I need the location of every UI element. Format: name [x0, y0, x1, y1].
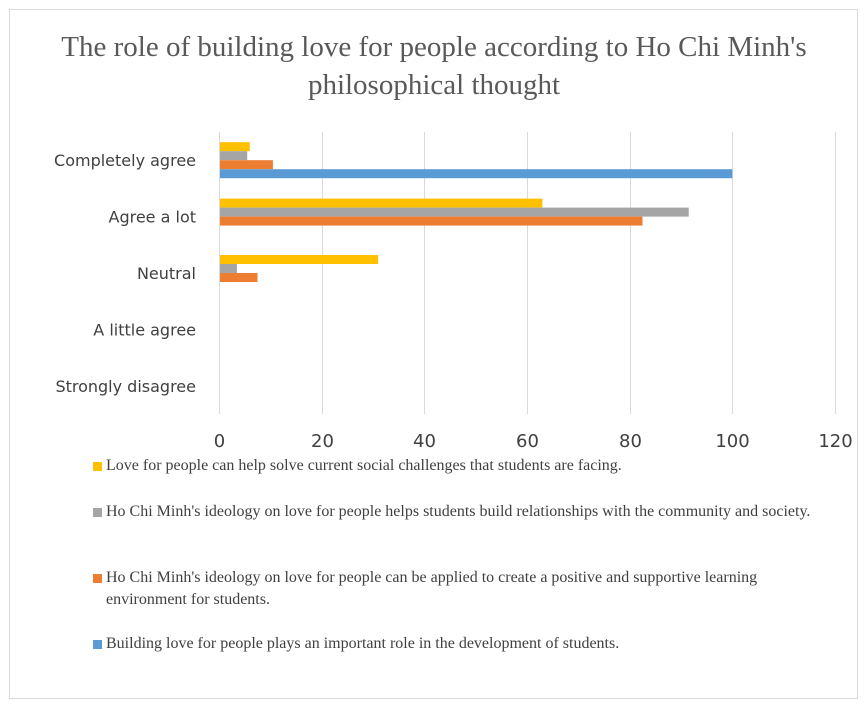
- legend-swatch: [93, 574, 102, 583]
- bar: [219, 255, 379, 264]
- bar: [219, 169, 733, 179]
- category-label: Strongly disagree: [55, 377, 196, 396]
- legend-swatch: [93, 508, 102, 517]
- legend-item: Love for people can help solve current s…: [93, 455, 833, 477]
- category-label: A little agree: [93, 320, 196, 339]
- legend-swatch: [93, 462, 102, 471]
- bar: [219, 151, 248, 161]
- x-tick-label: 20: [311, 431, 334, 452]
- legend-item: Ho Chi Minh's ideology on love for peopl…: [93, 501, 833, 523]
- bar: [219, 216, 643, 226]
- x-tick-label: 100: [715, 431, 749, 452]
- legend-label: Love for people can help solve current s…: [106, 457, 622, 474]
- bar: [219, 207, 689, 217]
- bar: [219, 273, 258, 282]
- legend-item: Ho Chi Minh's ideology on love for peopl…: [93, 567, 833, 611]
- chart-title: The role of building love for people acc…: [61, 31, 807, 101]
- x-tick-label: 0: [214, 431, 225, 452]
- legend-label: Ho Chi Minh's ideology on love for peopl…: [106, 503, 811, 520]
- bar: [219, 198, 543, 208]
- x-tick-label: 60: [516, 431, 539, 452]
- legend-label: Building love for people plays an import…: [106, 635, 620, 652]
- bar: [219, 160, 273, 170]
- x-tick-label: 80: [619, 431, 642, 452]
- legend-item: Building love for people plays an import…: [93, 633, 833, 655]
- category-label: Completely agree: [54, 151, 196, 170]
- legend-swatch: [93, 640, 102, 649]
- x-tick-label: 120: [818, 431, 852, 452]
- x-tick-label: 40: [413, 431, 436, 452]
- bar: [219, 264, 237, 273]
- chart-frame: [9, 9, 858, 699]
- category-label: Neutral: [137, 264, 196, 283]
- category-label: Agree a lot: [109, 208, 197, 227]
- legend-label: Ho Chi Minh's ideology on love for peopl…: [106, 569, 758, 608]
- bar: [219, 142, 250, 152]
